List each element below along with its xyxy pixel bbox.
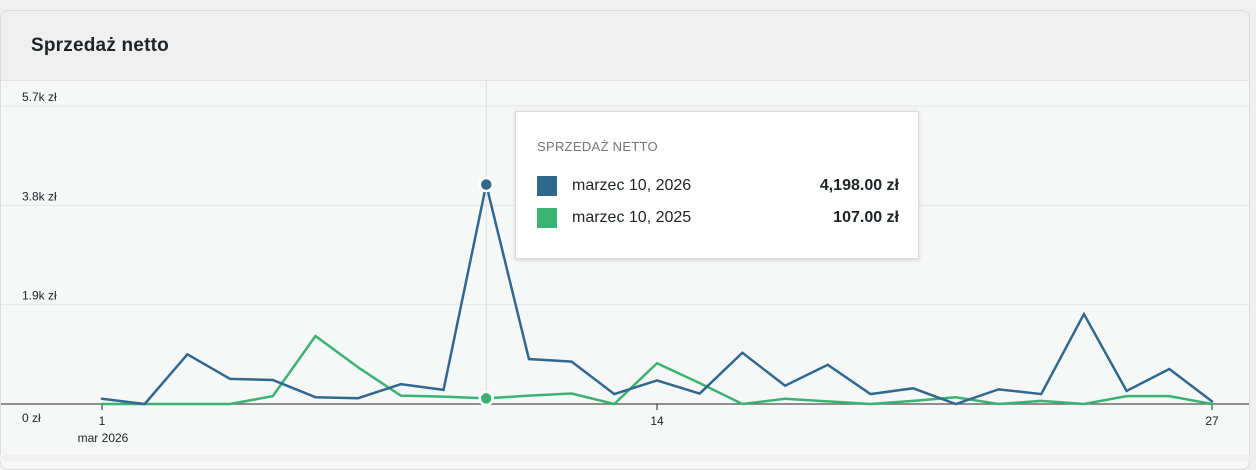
- tooltip-swatch-current: [537, 176, 557, 196]
- tooltip-value-current: 4,198.00 zł: [819, 177, 899, 194]
- page-bottom-strip: [0, 455, 1256, 461]
- tooltip-title: SPRZEDAŻ NETTO: [537, 139, 658, 154]
- tooltip-swatch-previous: [537, 208, 557, 228]
- hover-point-2026: [478, 176, 494, 193]
- series-line-2025: [100, 334, 1214, 406]
- y-tick-label: 1.9k zł: [22, 289, 57, 303]
- y-tick-label: 5.7k zł: [22, 90, 57, 104]
- chart-tooltip: SPRZEDAŻ NETTO marzec 10, 2026 4,198.00 …: [515, 111, 919, 259]
- tooltip-value-previous: 107.00 zł: [833, 209, 899, 226]
- x-tick-label: 14: [650, 414, 664, 428]
- y-tick-label: 3.8k zł: [22, 189, 57, 203]
- hover-point-2025: [478, 390, 494, 407]
- net-sales-card: Sprzedaż netto 5.7k zł 3.8k zł 1.9k zł 0 zł…: [0, 10, 1250, 470]
- card-header: Sprzedaż netto: [1, 11, 1249, 81]
- chart-area[interactable]: 5.7k zł 3.8k zł 1.9k zł 0 zł 1 14 27 mar 2026: [1, 81, 1250, 461]
- net-sales-chart[interactable]: 5.7k zł 3.8k zł 1.9k zł 0 zł 1 14 27 mar 2026: [1, 81, 1250, 461]
- tooltip-row-previous: marzec 10, 2025 107.00 zł: [537, 207, 899, 229]
- y-tick-label: 0 zł: [22, 411, 41, 425]
- x-tick-label: 27: [1205, 414, 1219, 428]
- series-line-2026: [100, 184, 1214, 406]
- tooltip-label-previous: marzec 10, 2025: [572, 209, 692, 226]
- card-title: Sprzedaż netto: [31, 34, 169, 56]
- tooltip-row-current: marzec 10, 2026 4,198.00 zł: [537, 175, 899, 197]
- x-axis-sublabel: mar 2026: [78, 431, 129, 445]
- x-tick-label: 1: [99, 414, 106, 428]
- tooltip-label-current: marzec 10, 2026: [572, 177, 692, 194]
